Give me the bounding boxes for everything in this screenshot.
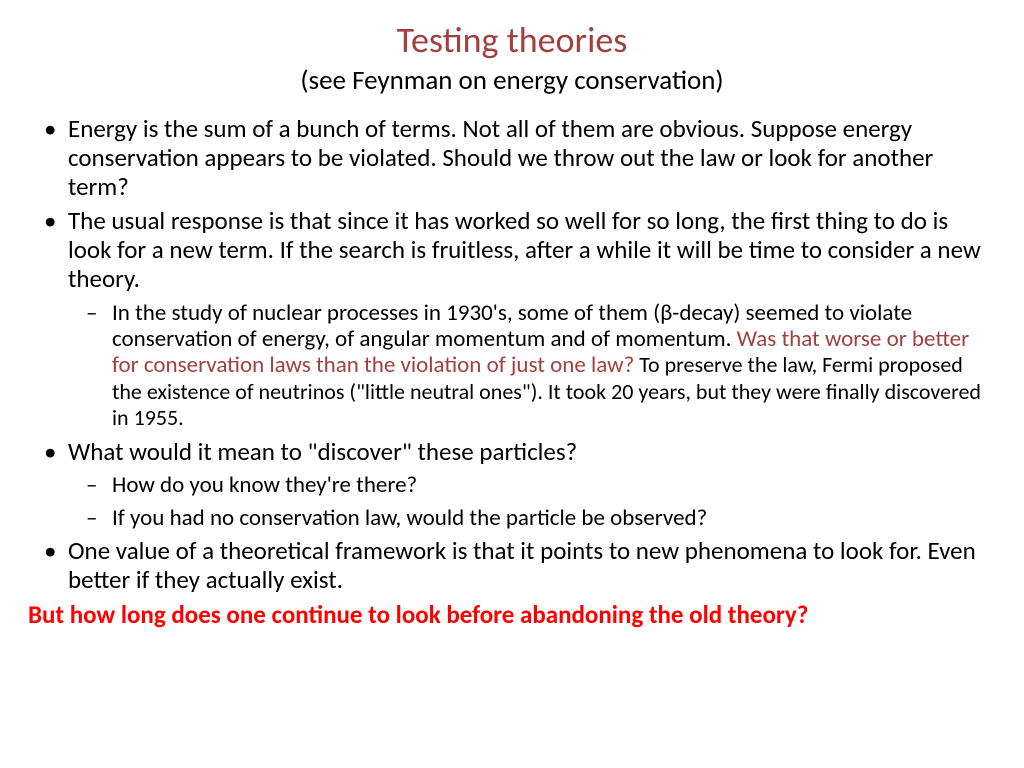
sub-bullet-list: How do you know they're there? If you ha…: [68, 472, 996, 531]
bullet-item: The usual response is that since it has …: [28, 207, 996, 431]
closing-question: But how long does one continue to look b…: [28, 601, 996, 630]
bullet-item: What would it mean to "discover" these p…: [28, 438, 996, 532]
sub-bullet-text: If you had no conservation law, would th…: [112, 504, 707, 532]
slide-title: Testing theories: [28, 18, 996, 62]
sub-bullet-item: In the study of nuclear processes in 193…: [68, 300, 996, 432]
bullet-text: What would it mean to "discover" these p…: [68, 436, 577, 467]
sub-bullet-text-pre: In the study of nuclear processes in 193…: [112, 299, 660, 327]
bullet-list: Energy is the sum of a bunch of terms. N…: [28, 115, 996, 595]
sub-bullet-item: How do you know they're there?: [68, 472, 996, 498]
sub-bullet-list: In the study of nuclear processes in 193…: [68, 300, 996, 432]
bullet-text: Energy is the sum of a bunch of terms. N…: [68, 113, 933, 202]
beta-symbol: β: [660, 299, 672, 327]
slide-subtitle: (see Feynman on energy conservation): [28, 64, 996, 97]
bullet-item: Energy is the sum of a bunch of terms. N…: [28, 115, 996, 201]
sub-bullet-item: If you had no conservation law, would th…: [68, 505, 996, 531]
bullet-text: The usual response is that since it has …: [68, 205, 981, 294]
sub-bullet-text: How do you know they're there?: [112, 471, 417, 499]
bullet-text: One value of a theoretical framework is …: [68, 535, 976, 595]
bullet-item: One value of a theoretical framework is …: [28, 537, 996, 595]
